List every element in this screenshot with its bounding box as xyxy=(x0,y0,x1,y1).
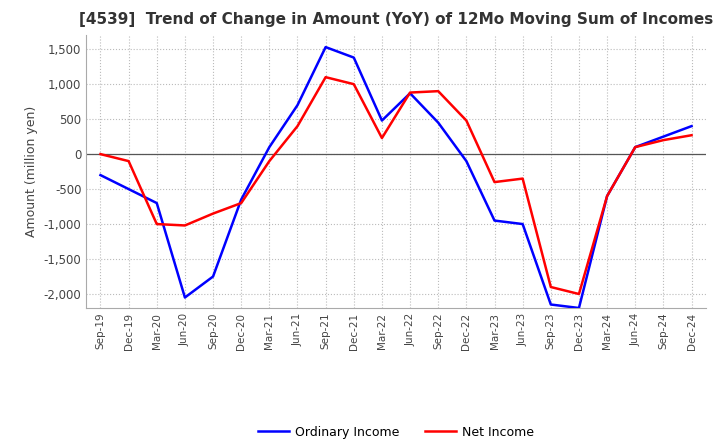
Ordinary Income xyxy=(321,44,330,50)
Ordinary Income xyxy=(434,120,443,125)
Net Income xyxy=(377,136,386,141)
Net Income xyxy=(321,74,330,80)
Ordinary Income xyxy=(209,274,217,279)
Net Income xyxy=(603,194,611,199)
Ordinary Income xyxy=(349,55,358,60)
Net Income xyxy=(209,211,217,216)
Ordinary Income xyxy=(659,134,667,139)
Net Income xyxy=(96,151,105,157)
Net Income xyxy=(462,118,471,123)
Ordinary Income xyxy=(181,295,189,300)
Net Income xyxy=(237,201,246,206)
Net Income xyxy=(349,81,358,87)
Ordinary Income xyxy=(153,201,161,206)
Ordinary Income xyxy=(603,194,611,199)
Net Income xyxy=(631,144,639,150)
Ordinary Income xyxy=(462,158,471,164)
Net Income xyxy=(687,132,696,138)
Net Income xyxy=(546,284,555,290)
Ordinary Income xyxy=(490,218,499,223)
Ordinary Income xyxy=(687,124,696,129)
Ordinary Income xyxy=(377,118,386,123)
Net Income xyxy=(181,223,189,228)
Ordinary Income xyxy=(518,221,527,227)
Ordinary Income xyxy=(265,144,274,150)
Net Income xyxy=(265,158,274,164)
Net Income xyxy=(575,291,583,297)
Y-axis label: Amount (million yen): Amount (million yen) xyxy=(25,106,38,237)
Ordinary Income xyxy=(406,91,415,96)
Ordinary Income xyxy=(125,187,133,192)
Net Income xyxy=(153,221,161,227)
Net Income xyxy=(434,88,443,94)
Ordinary Income xyxy=(575,305,583,311)
Ordinary Income xyxy=(96,172,105,178)
Net Income xyxy=(406,90,415,95)
Net Income xyxy=(659,137,667,143)
Ordinary Income xyxy=(237,197,246,202)
Net Income xyxy=(490,180,499,185)
Line: Ordinary Income: Ordinary Income xyxy=(101,47,691,308)
Net Income xyxy=(293,124,302,129)
Net Income xyxy=(125,158,133,164)
Ordinary Income xyxy=(293,103,302,108)
Net Income xyxy=(518,176,527,181)
Title: [4539]  Trend of Change in Amount (YoY) of 12Mo Moving Sum of Incomes: [4539] Trend of Change in Amount (YoY) o… xyxy=(79,12,713,27)
Ordinary Income xyxy=(631,144,639,150)
Legend: Ordinary Income, Net Income: Ordinary Income, Net Income xyxy=(253,421,539,440)
Line: Net Income: Net Income xyxy=(101,77,691,294)
Ordinary Income xyxy=(546,302,555,307)
